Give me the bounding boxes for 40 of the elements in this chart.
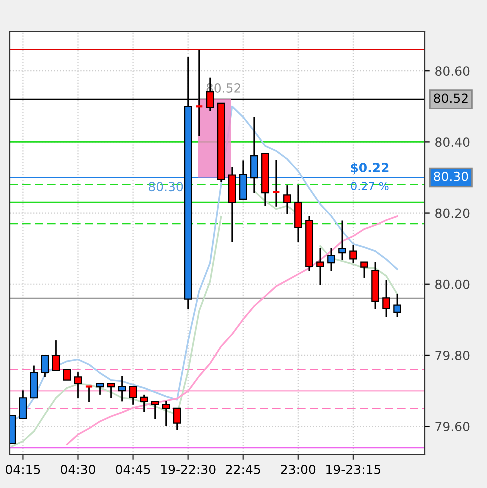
candlestick: [173, 408, 182, 431]
x-tick-label: 19-22:30: [161, 464, 216, 474]
y-tick-label: 80.60: [436, 66, 470, 76]
candlestick: [316, 248, 324, 286]
x-tick-label: 04:30: [61, 464, 96, 474]
candlestick: [84, 386, 94, 404]
candlestick: [118, 376, 126, 402]
candlestick: [162, 400, 170, 427]
candlestick: [272, 160, 281, 208]
x-tick-label: 22:45: [226, 464, 260, 474]
candlestick: [74, 372, 82, 399]
x-tick-label: 04:45: [116, 464, 150, 474]
candlestick: [328, 248, 336, 272]
candlestick: [129, 386, 138, 406]
candlestick: [52, 340, 60, 372]
annotation: $0.22: [351, 162, 389, 174]
x-tick-label: 23:00: [281, 464, 316, 474]
y-tick-label: 79.80: [436, 350, 470, 360]
candlestick: [360, 262, 368, 279]
y-tick-label: 79.60: [436, 422, 470, 432]
candlestick: [284, 184, 292, 215]
candlestick: [63, 369, 72, 381]
line-series: [66, 216, 398, 446]
y-tick-label: 80.20: [436, 208, 470, 218]
candlestick: [338, 220, 346, 261]
y-tick-label: 80.40: [436, 138, 470, 148]
ref-line-label: 80.52: [434, 94, 468, 104]
y-tick-label: 80.00: [436, 280, 470, 290]
candlestick: [96, 383, 104, 396]
candlestick: [41, 355, 50, 378]
candlestick: [382, 280, 390, 318]
x-tick-label: 19-23:15: [326, 464, 381, 474]
candlestick: [107, 383, 116, 399]
candlestick: [19, 390, 28, 420]
candlestick: [151, 400, 160, 420]
candlestick: [350, 244, 358, 264]
x-tick-label: 04:15: [6, 464, 40, 474]
candlestick: [140, 394, 148, 414]
candlestick: [394, 293, 402, 318]
ref-line-label: 80.30: [434, 172, 468, 182]
